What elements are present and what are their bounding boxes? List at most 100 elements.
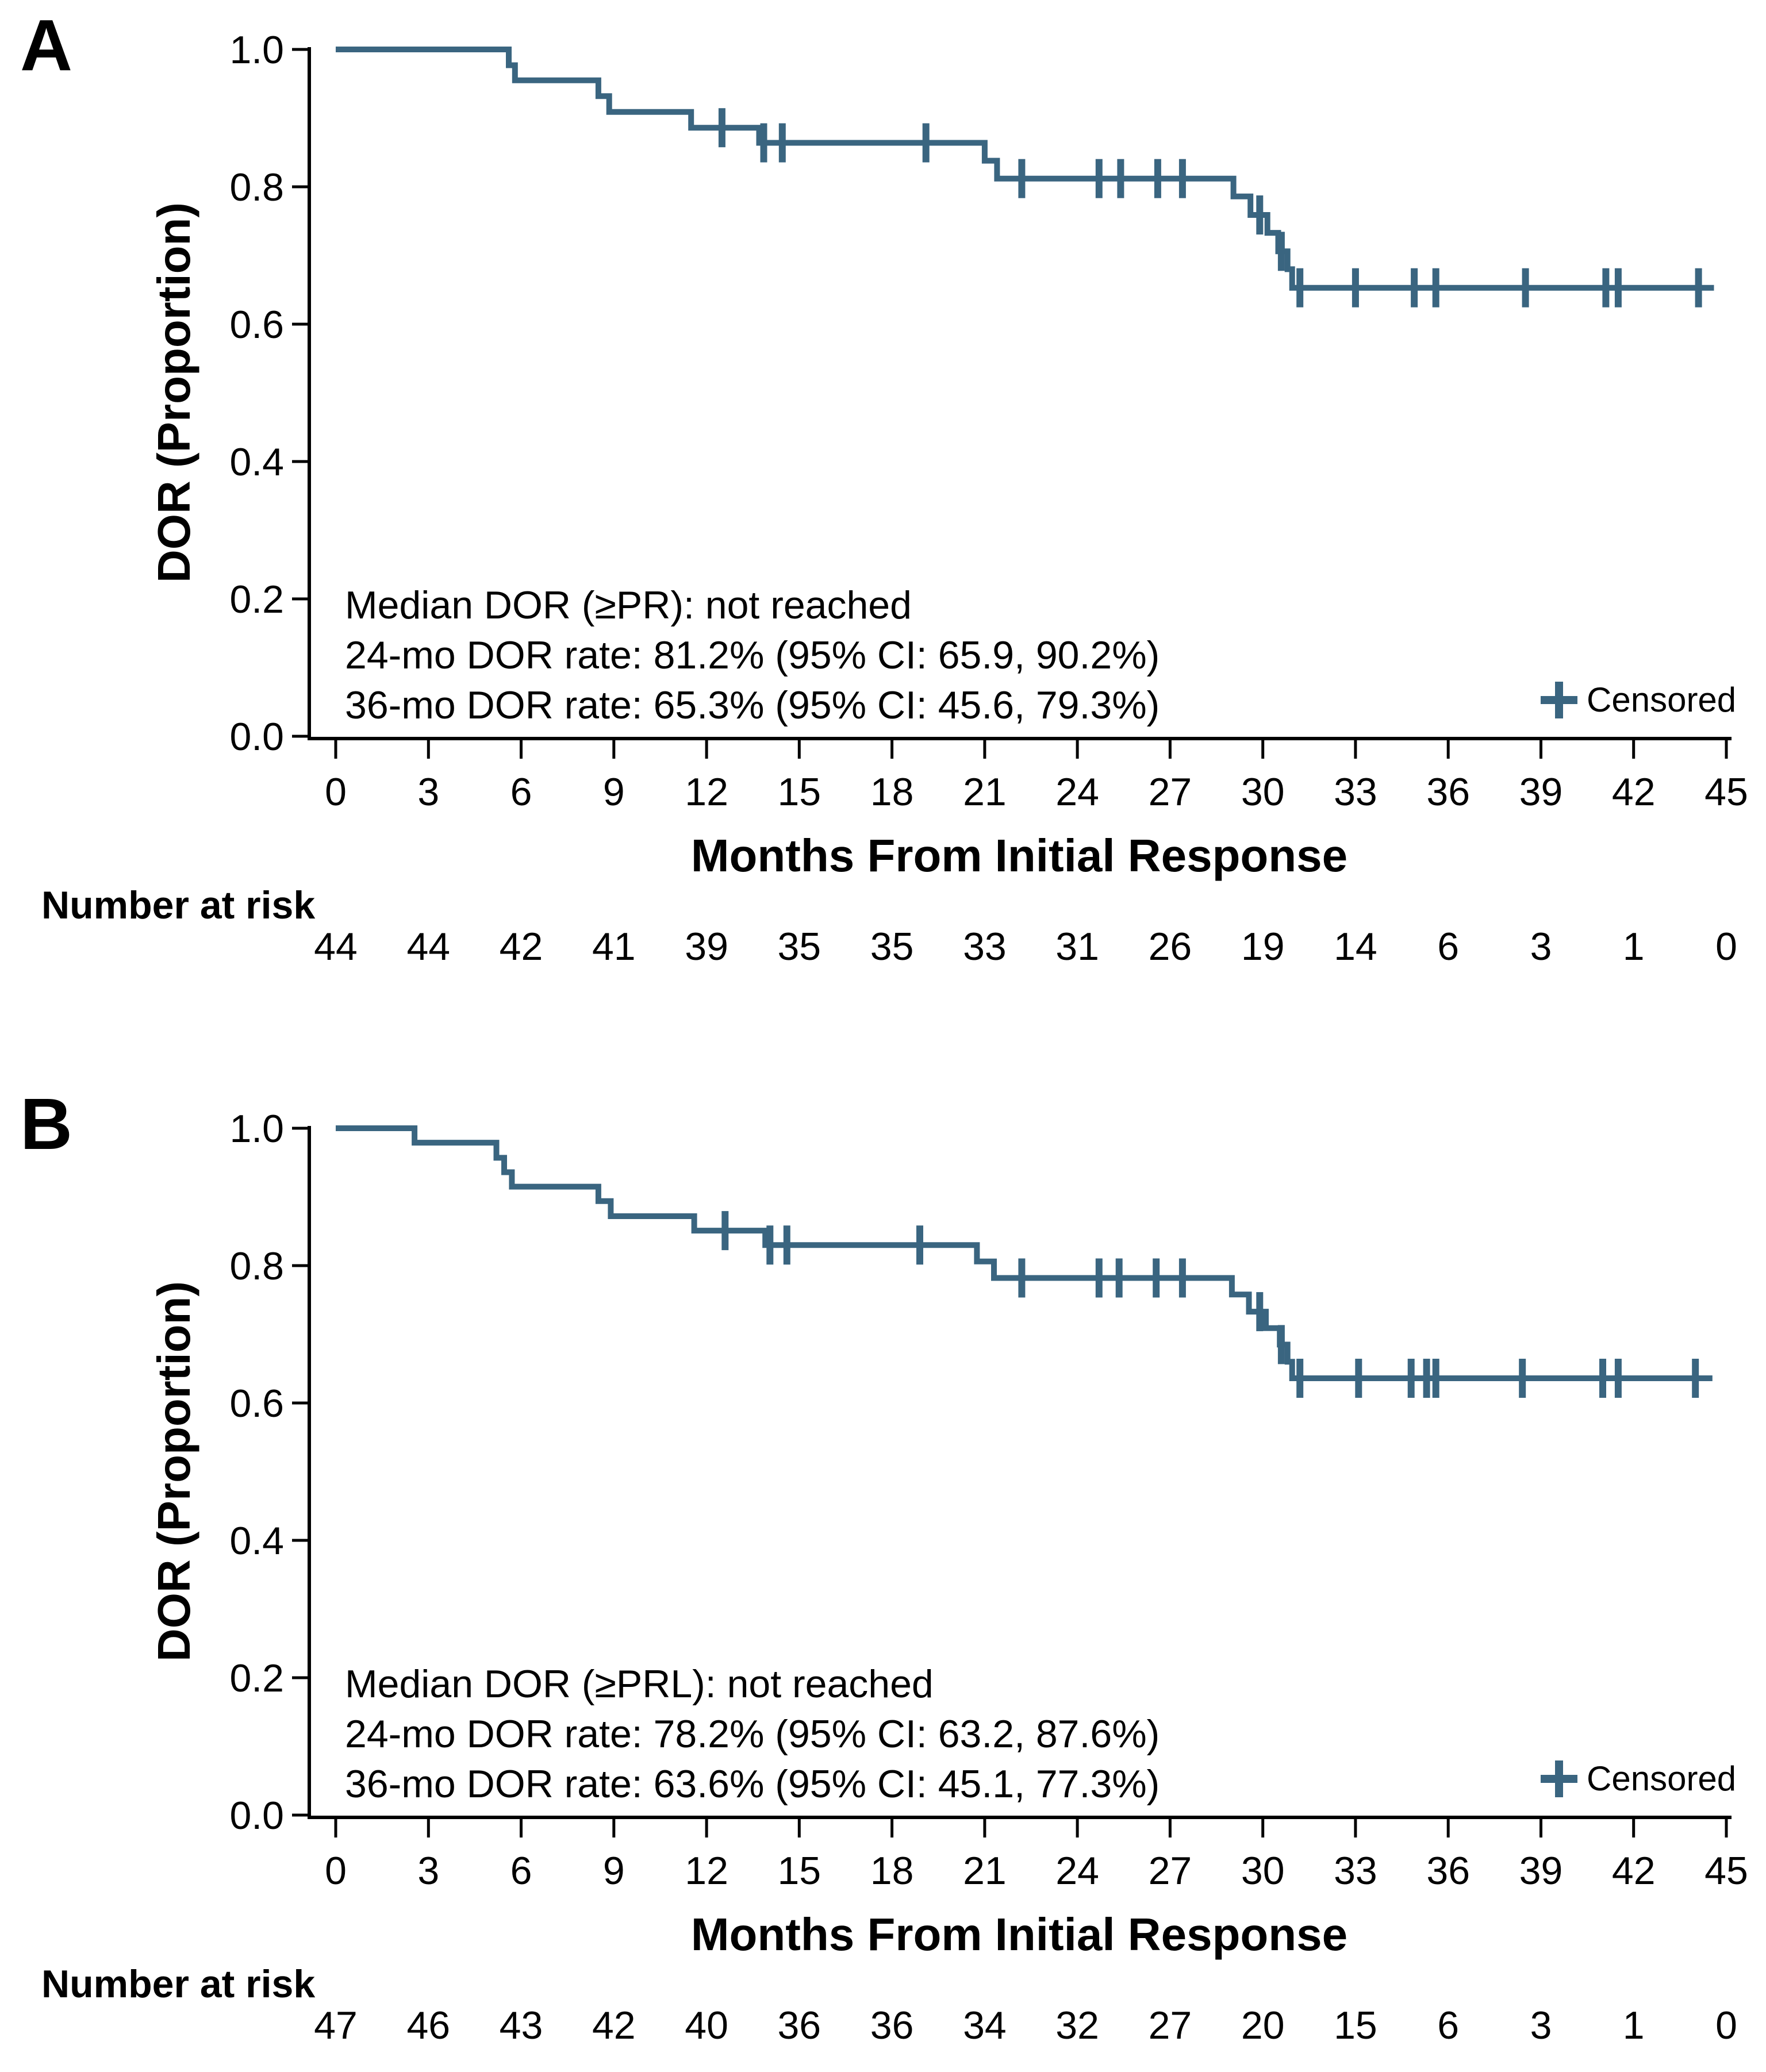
annotation-a: Median DOR (≥PR): not reached 24-mo DOR … [345,583,1160,727]
censor-tick [1154,159,1161,198]
risk-count: 3 [1530,2004,1552,2047]
legend-b: Censored [1541,1759,1736,1798]
censor-tick [1296,1359,1304,1398]
censor-tick [1277,232,1285,271]
censor-tick [1432,1359,1439,1398]
y-tick-label: 1.0 [229,28,284,72]
x-tick-label: 15 [777,1849,821,1893]
y-tick-label: 0.6 [229,1382,284,1425]
censor-tick [1423,1359,1430,1398]
censor-tick [1411,268,1418,307]
risk-count: 33 [963,925,1007,968]
km-plot-b: B 1.0 0.8 0.6 0.4 0.2 0.0 DOR (Proportion) 0 3… [20,1083,1748,2047]
censor-tick [783,1225,790,1265]
censor-tick [1018,1258,1026,1298]
y-tick-label: 0.0 [229,715,284,759]
censor-tick [1614,268,1622,307]
y-tick-label: 0.2 [229,1656,284,1700]
x-tick-label: 9 [603,1849,625,1893]
survival-step-line [336,1125,1713,1381]
number-at-risk-label: Number at risk [41,1962,315,2006]
censor-tick [721,1211,729,1251]
y-tick-label: 0.0 [229,1794,284,1837]
censor-tick [1256,1292,1264,1332]
risk-count: 42 [500,925,543,968]
x-tick-label: 0 [325,770,347,814]
x-tick-label: 3 [417,770,439,814]
x-tick-label: 3 [417,1849,439,1893]
risk-count: 1 [1623,925,1645,968]
censor-tick [1095,1258,1103,1298]
x-tick-label: 24 [1055,1849,1099,1893]
x-axis-title: Months From Initial Response [691,830,1347,881]
x-tick-label: 42 [1612,770,1656,814]
x-axis-a: 0 3 6 9 12 15 18 21 24 27 30 33 36 39 42 45 Months From… [308,737,1748,881]
km-curve-b [336,1125,1713,1398]
risk-count: 31 [1055,925,1099,968]
censor-tick [1178,159,1186,198]
censor-tick [1277,1325,1285,1364]
x-tick-label: 39 [1519,770,1563,814]
x-tick-label: 6 [510,770,532,814]
censor-tick [1614,1359,1622,1398]
risk-count: 20 [1241,2004,1285,2047]
censored-plus-icon [1541,682,1577,718]
x-tick-label: 18 [870,770,914,814]
risk-number-row: 47 46 43 42 40 36 36 34 32 27 20 15 6 3 1 0 [314,2004,1737,2047]
km-curve-a [336,47,1714,307]
x-tick-label: 45 [1704,1849,1748,1893]
censor-tick [1018,159,1026,198]
censor-tick [1117,159,1124,198]
annotation-24mo: 24-mo DOR rate: 78.2% (95% CI: 63.2, 87.… [345,1712,1160,1756]
censor-tick [1355,1359,1362,1398]
censor-tick [760,123,767,163]
x-tick-label: 12 [685,770,728,814]
x-tick-label: 39 [1519,1849,1563,1893]
risk-count: 26 [1149,925,1192,968]
risk-count: 15 [1334,2004,1377,2047]
risk-number-row: 44 44 42 41 39 35 35 33 31 26 19 14 6 3 1 0 [314,925,1737,968]
annotation-median: Median DOR (≥PRL): not reached [345,1662,934,1706]
risk-count: 1 [1623,2004,1645,2047]
annotation-median: Median DOR (≥PR): not reached [345,583,912,627]
x-tick-label: 45 [1704,770,1748,814]
censor-tick [1602,268,1610,307]
risk-count: 41 [592,925,636,968]
risk-count: 19 [1241,925,1285,968]
risk-count: 44 [314,925,358,968]
annotation-36mo: 36-mo DOR rate: 63.6% (95% CI: 45.1, 77.… [345,1762,1160,1806]
risk-count: 36 [777,2004,821,2047]
x-tick-label: 27 [1149,1849,1192,1893]
y-axis-title: DOR (Proportion) [148,202,199,583]
x-tick-label: 36 [1426,770,1470,814]
censored-plus-icon [1541,1760,1577,1797]
legend-label: Censored [1587,681,1736,719]
risk-count: 14 [1334,925,1377,968]
x-tick-label: 30 [1241,1849,1285,1893]
risk-count: 43 [500,2004,543,2047]
y-tick-group: 1.0 0.8 0.6 0.4 0.2 0.0 [229,28,309,759]
panel-a-label: A [20,5,72,86]
x-tick-label: 21 [963,770,1007,814]
risk-count: 35 [870,925,914,968]
censor-tick [1407,1359,1415,1398]
annotation-36mo: 36-mo DOR rate: 65.3% (95% CI: 45.6, 79.… [345,683,1160,727]
censor-tick [1256,195,1264,235]
censor-tick [718,108,725,148]
x-tick-label: 42 [1612,1849,1656,1893]
y-tick-label: 1.0 [229,1107,284,1151]
risk-count: 40 [685,2004,728,2047]
km-plot-a: A 1.0 0.8 0.6 0.4 0.2 0.0 DOR (Proportion) 0 3… [20,5,1748,968]
legend-label: Censored [1587,1759,1736,1798]
x-tick-label: 24 [1055,770,1099,814]
censor-tick [1692,1359,1699,1398]
x-tick-label: 12 [685,1849,728,1893]
censor-tick [1178,1258,1186,1298]
x-tick-label: 36 [1426,1849,1470,1893]
risk-count: 32 [1055,2004,1099,2047]
censor-tick [766,1225,774,1265]
x-axis-b: 0 3 6 9 12 15 18 21 24 27 30 33 36 39 42 45 Months From… [308,1816,1748,1960]
risk-count: 6 [1437,925,1459,968]
x-tick-label: 30 [1241,770,1285,814]
panel-b-label: B [20,1083,72,1164]
